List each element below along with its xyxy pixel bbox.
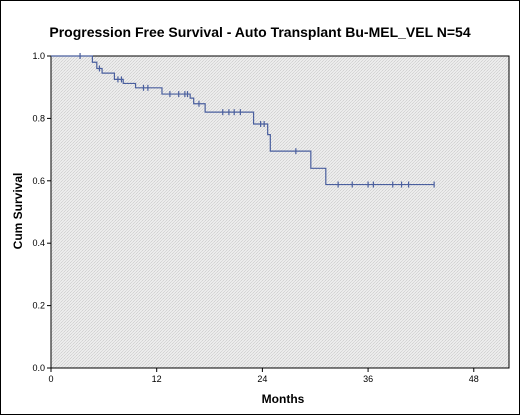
y-tick-label: 0.6 (32, 176, 45, 186)
x-tick-label: 24 (257, 374, 267, 384)
survival-curve-group (51, 55, 435, 186)
plot-border (50, 55, 510, 369)
x-tick-label: 48 (469, 374, 479, 384)
y-tick-label: 0.8 (32, 113, 45, 123)
y-tick-label: 1.0 (32, 51, 45, 61)
censor-marks (79, 53, 435, 188)
y-tick-label: 0.4 (32, 238, 45, 248)
x-tick-label: 0 (48, 374, 53, 384)
axes (50, 55, 510, 369)
chart-title: Progression Free Survival - Auto Transpl… (49, 24, 470, 40)
x-tick-label: 36 (363, 374, 373, 384)
y-tick-label: 0.2 (32, 301, 45, 311)
y-tick-label: 0.0 (32, 363, 45, 373)
plot-area (51, 56, 509, 368)
x-axis-title: Months (262, 392, 305, 406)
x-tick-label: 12 (152, 374, 162, 384)
survival-step-line (51, 55, 435, 186)
y-axis-title: Cum Survival (11, 173, 25, 250)
ticks: 0 12 24 36 48 0.0 0.2 0.4 0.6 0.8 1.0 (32, 51, 478, 384)
